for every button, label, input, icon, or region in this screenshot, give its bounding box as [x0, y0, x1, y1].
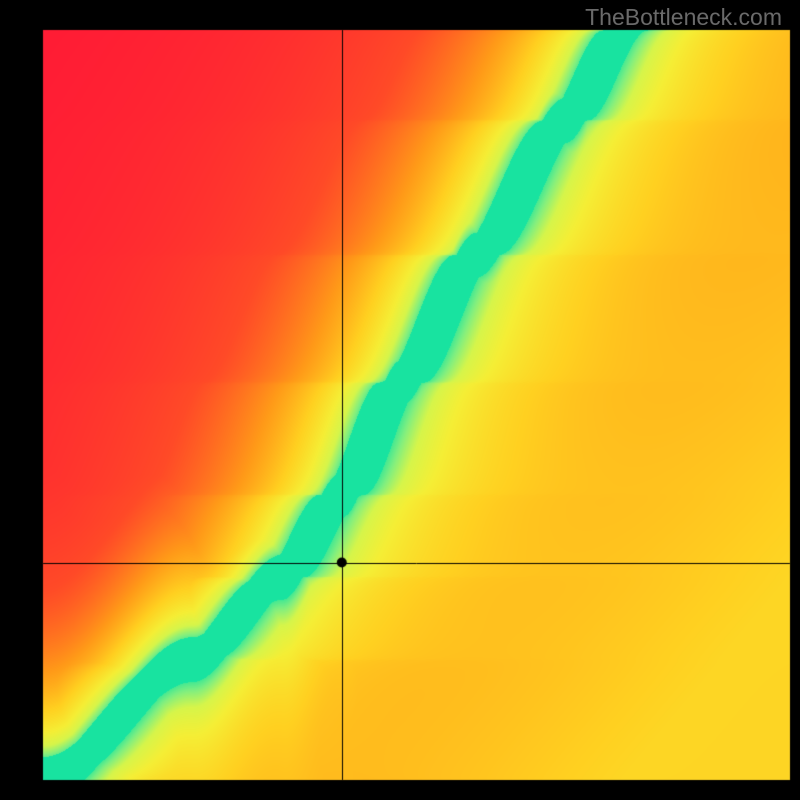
watermark-text: TheBottleneck.com	[585, 4, 782, 31]
overlay-canvas	[0, 0, 800, 800]
bottleneck-chart-container: TheBottleneck.com	[0, 0, 800, 800]
